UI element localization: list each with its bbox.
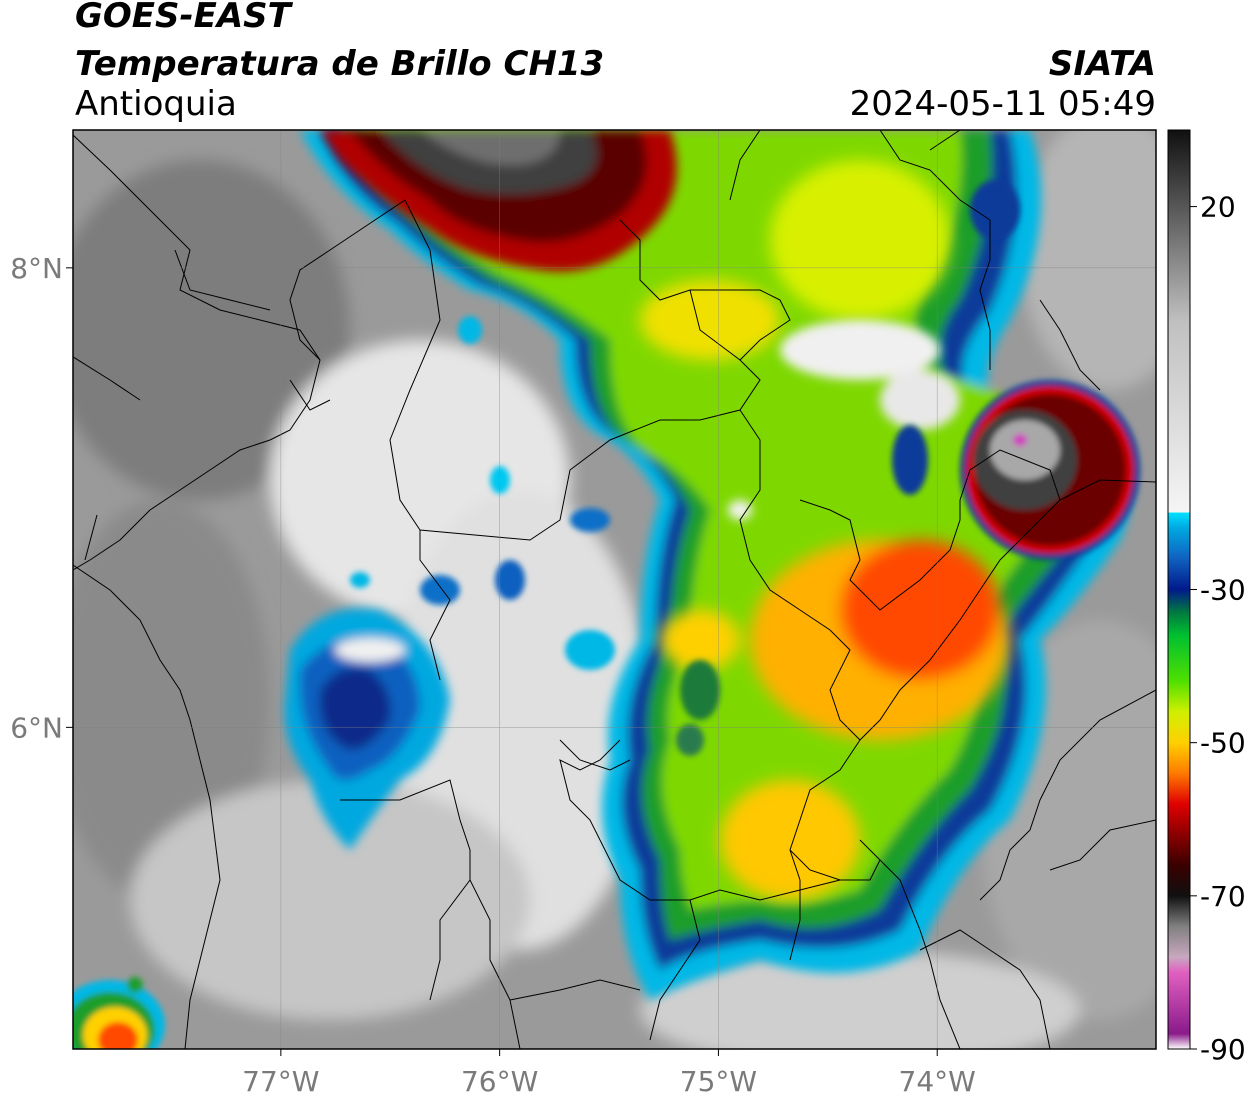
colorbar-tick-label: -30 <box>1200 574 1246 607</box>
agency-label: SIATA <box>1048 44 1156 84</box>
longitude-ticks: 77°W 76°W 75°W 74°W <box>242 1049 976 1098</box>
datetime-label: 2024-05-11 05:49 <box>849 84 1156 124</box>
lon-tick-label: 75°W <box>680 1065 757 1098</box>
lat-tick-label: 6°N <box>10 711 63 744</box>
boundaries <box>73 130 1156 1049</box>
colorbar-tick-label: -90 <box>1200 1033 1246 1066</box>
map-frame <box>72 129 1157 1050</box>
colorbar <box>1167 129 1191 1050</box>
colorbar-tick-label: -70 <box>1200 880 1246 913</box>
satellite-title: GOES-EAST <box>75 0 291 36</box>
region-label: Antioquia <box>75 84 237 124</box>
colorbar-tick-label: -50 <box>1200 727 1246 760</box>
satellite-image <box>73 130 1156 1049</box>
lon-tick-label: 74°W <box>899 1065 976 1098</box>
colorbar-tick-label: 20 <box>1200 191 1236 224</box>
latitude-ticks: 8°N 6°N <box>10 252 73 744</box>
lon-tick-label: 76°W <box>461 1065 538 1098</box>
lat-tick-label: 8°N <box>10 252 63 285</box>
lon-tick-label: 77°W <box>242 1065 319 1098</box>
colorbar-ticks: 20 -30 -50 -70 -90 <box>1190 191 1246 1066</box>
product-title: Temperatura de Brillo CH13 <box>75 44 605 84</box>
